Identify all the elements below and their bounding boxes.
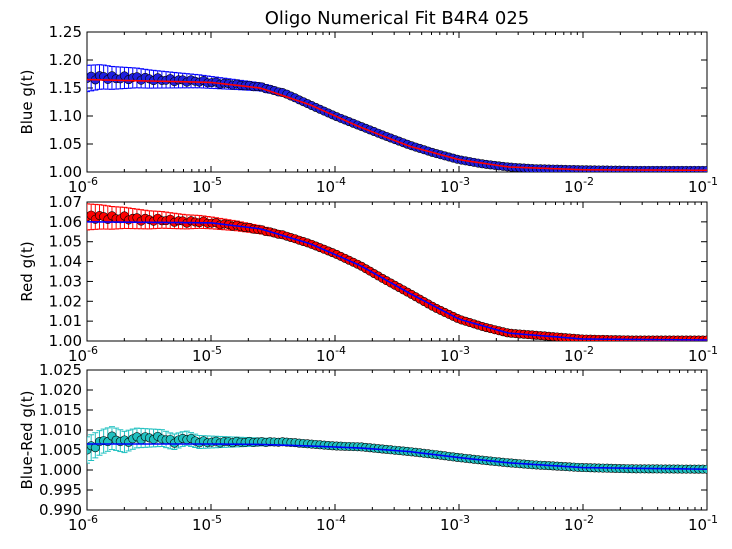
plot-area	[87, 426, 707, 474]
y-tick-label: 1.01	[49, 312, 82, 330]
x-tick-label: 10-5	[192, 513, 222, 534]
x-tick-label: 10-4	[316, 344, 346, 365]
x-tick-label: 10-4	[316, 175, 346, 196]
y-tick-label: 1.15	[49, 79, 82, 97]
y-axis-label: Blue g(t)	[18, 69, 36, 134]
x-tick-label: 10-5	[192, 344, 222, 365]
panels: 1.00 1.05 1.10 1.15 1.20 1.25 10-6 10-5 10-4 10-3…	[18, 23, 718, 534]
x-tick-label: 10-6	[68, 513, 98, 534]
y-tick-label: 1.020	[39, 381, 82, 399]
x-tick-label: 10-3	[440, 175, 470, 196]
y-tick-label: 1.05	[49, 135, 82, 153]
fit-line	[87, 78, 707, 172]
y-tick-label: 1.03	[49, 272, 82, 290]
x-tick-label: 10-2	[564, 175, 594, 196]
x-tick-label: 10-5	[192, 175, 222, 196]
x-tick-label: 10-3	[440, 513, 470, 534]
y-tick-label: 1.015	[39, 401, 82, 419]
y-tick-label: 1.10	[49, 107, 82, 125]
chart-title: Oligo Numerical Fit B4R4 025	[265, 8, 530, 29]
y-axis-label: Blue-Red g(t)	[18, 391, 36, 490]
y-tick-label: 1.07	[49, 193, 82, 211]
x-tick-label: 10-1	[688, 513, 718, 534]
y-tick-label: 1.02	[49, 292, 82, 310]
x-tick-label: 10-1	[688, 175, 718, 196]
y-tick-label: 1.005	[39, 441, 82, 459]
y-tick-label: 1.04	[49, 253, 82, 271]
x-tick-label: 10-4	[316, 513, 346, 534]
plot-area	[87, 203, 707, 341]
subplot-2: 1.00 1.01 1.02 1.031.04 1.05 1.06 1.07 10-6 10-5…	[18, 193, 718, 365]
y-tick-label: 0.995	[39, 481, 82, 499]
x-tick-label: 10-3	[440, 344, 470, 365]
y-tick-label: 1.025	[39, 361, 82, 379]
fit-line	[87, 221, 707, 341]
x-tick-label: 10-2	[564, 344, 594, 365]
x-tick-label: 10-6	[68, 175, 98, 196]
y-tick-label: 1.06	[49, 213, 82, 231]
y-tick-label: 1.00	[49, 332, 82, 350]
x-tick-label: 10-2	[564, 513, 594, 534]
x-tick-label: 10-1	[688, 344, 718, 365]
y-tick-label: 1.010	[39, 421, 82, 439]
plot-area	[87, 64, 707, 172]
axes-frame	[86, 31, 708, 173]
y-tick-label: 1.05	[49, 233, 82, 251]
y-tick-label: 1.00	[49, 163, 82, 181]
y-tick-label: 1.000	[39, 461, 82, 479]
y-axis-label: Red g(t)	[18, 241, 36, 301]
fit-line	[87, 443, 707, 470]
subplot-1: 1.00 1.05 1.10 1.15 1.20 1.25 10-6 10-5 10-4 10-3…	[18, 23, 718, 196]
y-tick-label: 1.25	[49, 23, 82, 41]
x-tick-label: 10-6	[68, 344, 98, 365]
y-tick-label: 0.990	[39, 501, 82, 519]
y-tick-label: 1.20	[49, 51, 82, 69]
subplot-3: 0.990 0.995 1.000 1.005 1.010 1.015 1.020 1.025…	[18, 361, 718, 534]
